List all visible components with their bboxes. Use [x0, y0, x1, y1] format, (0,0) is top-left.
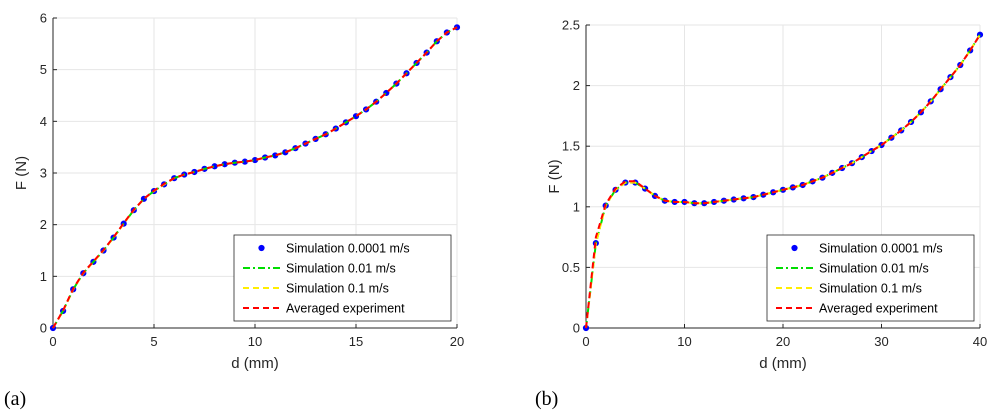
legend-label: Simulation 0.0001 m/s: [819, 242, 943, 256]
legend-box: [233, 234, 452, 322]
y-tick-label: 0.5: [562, 260, 580, 275]
y-tick-label: 0: [40, 321, 47, 336]
legend-label: Simulation 0.1 m/s: [286, 282, 389, 296]
chart-b: 0 10 20 30 40 0 0.5 1 1.5 2 2.5 d (mm) F (N) Simulati…: [546, 18, 987, 373]
x-tick-label: 0: [49, 334, 56, 349]
y-tick-label: 2.5: [562, 18, 580, 33]
y-tick-label: 0: [573, 321, 580, 336]
y-tick-label: 4: [40, 114, 47, 129]
y-tick-label: 1: [40, 269, 47, 284]
panel-label-b: (b): [535, 388, 558, 410]
legend-box: [766, 234, 975, 322]
x-axis-label: d (mm): [231, 355, 279, 372]
x-tick-label: 10: [248, 334, 262, 349]
x-tick-label: 5: [150, 334, 157, 349]
x-tick-label: 0: [582, 334, 589, 349]
y-tick-label: 3: [40, 166, 47, 181]
chart-a: 0 5 10 15 20 0 1 2 3 4 5 6 d (mm) F (N) Simulation 0.0…: [13, 11, 464, 373]
y-tick-label: 2: [573, 78, 580, 93]
legend-symbol: [258, 244, 265, 252]
y-tick-label: 5: [40, 62, 47, 77]
x-axis-label: d (mm): [759, 355, 807, 372]
series-averaged-experiment-line: [585, 34, 981, 329]
x-tick-label: 10: [677, 334, 691, 349]
x-tick-label: 40: [973, 334, 987, 349]
x-tick-label: 20: [776, 334, 790, 349]
y-tick-label: 2: [40, 217, 47, 232]
y-tick-label: 1: [573, 199, 580, 214]
legend-label: Averaged experiment: [819, 302, 938, 316]
legend-label: Simulation 0.01 m/s: [819, 262, 929, 276]
panel-label-a: (a): [4, 388, 26, 410]
legend-label: Simulation 0.01 m/s: [286, 262, 396, 276]
y-axis-label: F (N): [13, 156, 30, 190]
y-tick-label: 6: [40, 11, 47, 26]
series-averaged-experiment-line: [52, 26, 458, 329]
legend-label: Simulation 0.1 m/s: [819, 282, 922, 296]
legend-label: Simulation 0.0001 m/s: [286, 242, 410, 256]
x-tick-label: 20: [450, 334, 464, 349]
x-tick-label: 15: [349, 334, 363, 349]
y-axis-label: F (N): [546, 159, 563, 193]
x-tick-label: 30: [874, 334, 888, 349]
y-tick-label: 1.5: [562, 139, 580, 154]
legend-label: Averaged experiment: [286, 302, 405, 316]
legend-symbol: [791, 244, 798, 252]
